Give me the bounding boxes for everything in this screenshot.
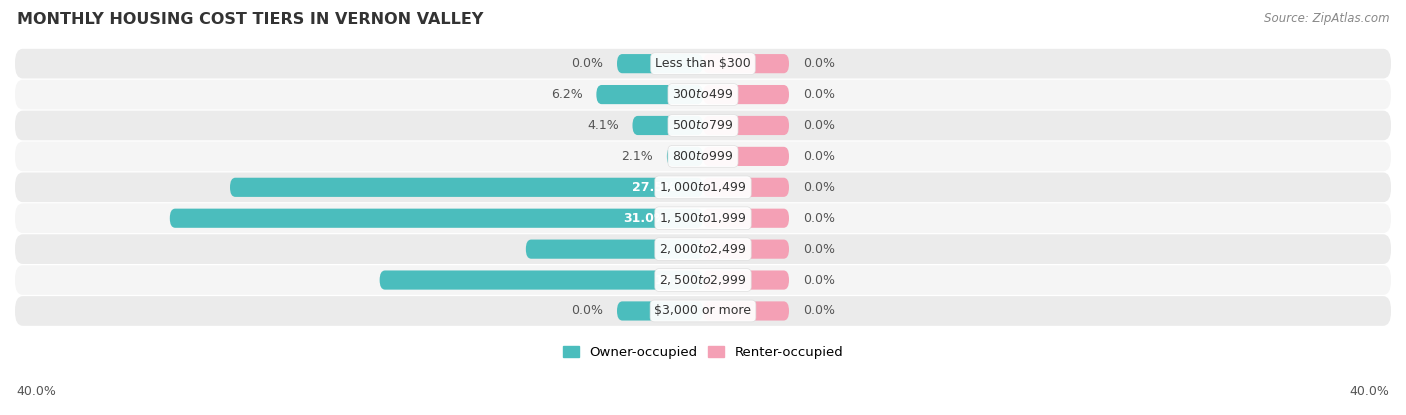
FancyBboxPatch shape bbox=[15, 234, 1391, 264]
Text: 27.5%: 27.5% bbox=[633, 181, 675, 194]
Text: $800 to $999: $800 to $999 bbox=[672, 150, 734, 163]
FancyBboxPatch shape bbox=[170, 209, 703, 228]
FancyBboxPatch shape bbox=[15, 203, 1391, 233]
FancyBboxPatch shape bbox=[15, 142, 1391, 171]
Text: 10.3%: 10.3% bbox=[676, 243, 720, 256]
FancyBboxPatch shape bbox=[617, 54, 703, 73]
FancyBboxPatch shape bbox=[703, 239, 789, 259]
Text: $3,000 or more: $3,000 or more bbox=[655, 305, 751, 317]
Text: 40.0%: 40.0% bbox=[1350, 386, 1389, 398]
Text: $2,500 to $2,999: $2,500 to $2,999 bbox=[659, 273, 747, 287]
FancyBboxPatch shape bbox=[703, 54, 789, 73]
FancyBboxPatch shape bbox=[596, 85, 703, 104]
FancyBboxPatch shape bbox=[15, 296, 1391, 326]
Legend: Owner-occupied, Renter-occupied: Owner-occupied, Renter-occupied bbox=[558, 341, 848, 364]
Text: 0.0%: 0.0% bbox=[803, 150, 835, 163]
FancyBboxPatch shape bbox=[15, 265, 1391, 295]
FancyBboxPatch shape bbox=[703, 116, 789, 135]
Text: 0.0%: 0.0% bbox=[803, 181, 835, 194]
Text: 0.0%: 0.0% bbox=[803, 57, 835, 70]
FancyBboxPatch shape bbox=[617, 301, 703, 320]
Text: $1,000 to $1,499: $1,000 to $1,499 bbox=[659, 180, 747, 194]
Text: $300 to $499: $300 to $499 bbox=[672, 88, 734, 101]
Text: $1,500 to $1,999: $1,500 to $1,999 bbox=[659, 211, 747, 225]
Text: $500 to $799: $500 to $799 bbox=[672, 119, 734, 132]
FancyBboxPatch shape bbox=[15, 173, 1391, 202]
FancyBboxPatch shape bbox=[15, 111, 1391, 140]
FancyBboxPatch shape bbox=[703, 301, 789, 320]
Text: 31.0%: 31.0% bbox=[623, 212, 666, 225]
Text: 0.0%: 0.0% bbox=[803, 88, 835, 101]
Text: MONTHLY HOUSING COST TIERS IN VERNON VALLEY: MONTHLY HOUSING COST TIERS IN VERNON VAL… bbox=[17, 12, 484, 27]
Text: 6.2%: 6.2% bbox=[551, 88, 582, 101]
FancyBboxPatch shape bbox=[231, 178, 703, 197]
Text: 18.8%: 18.8% bbox=[655, 273, 697, 286]
FancyBboxPatch shape bbox=[703, 178, 789, 197]
Text: 0.0%: 0.0% bbox=[803, 119, 835, 132]
Text: 0.0%: 0.0% bbox=[803, 212, 835, 225]
FancyBboxPatch shape bbox=[380, 271, 703, 290]
Text: 0.0%: 0.0% bbox=[803, 273, 835, 286]
FancyBboxPatch shape bbox=[633, 116, 703, 135]
FancyBboxPatch shape bbox=[526, 239, 703, 259]
FancyBboxPatch shape bbox=[703, 271, 789, 290]
Text: 40.0%: 40.0% bbox=[17, 386, 56, 398]
FancyBboxPatch shape bbox=[15, 80, 1391, 110]
Text: 0.0%: 0.0% bbox=[571, 305, 603, 317]
FancyBboxPatch shape bbox=[15, 49, 1391, 78]
Text: Less than $300: Less than $300 bbox=[655, 57, 751, 70]
Text: 2.1%: 2.1% bbox=[621, 150, 654, 163]
FancyBboxPatch shape bbox=[703, 147, 789, 166]
Text: 0.0%: 0.0% bbox=[803, 243, 835, 256]
Text: 0.0%: 0.0% bbox=[803, 305, 835, 317]
Text: $2,000 to $2,499: $2,000 to $2,499 bbox=[659, 242, 747, 256]
FancyBboxPatch shape bbox=[666, 147, 703, 166]
Text: 0.0%: 0.0% bbox=[571, 57, 603, 70]
FancyBboxPatch shape bbox=[703, 85, 789, 104]
Text: Source: ZipAtlas.com: Source: ZipAtlas.com bbox=[1264, 12, 1389, 25]
Text: 4.1%: 4.1% bbox=[586, 119, 619, 132]
FancyBboxPatch shape bbox=[703, 209, 789, 228]
